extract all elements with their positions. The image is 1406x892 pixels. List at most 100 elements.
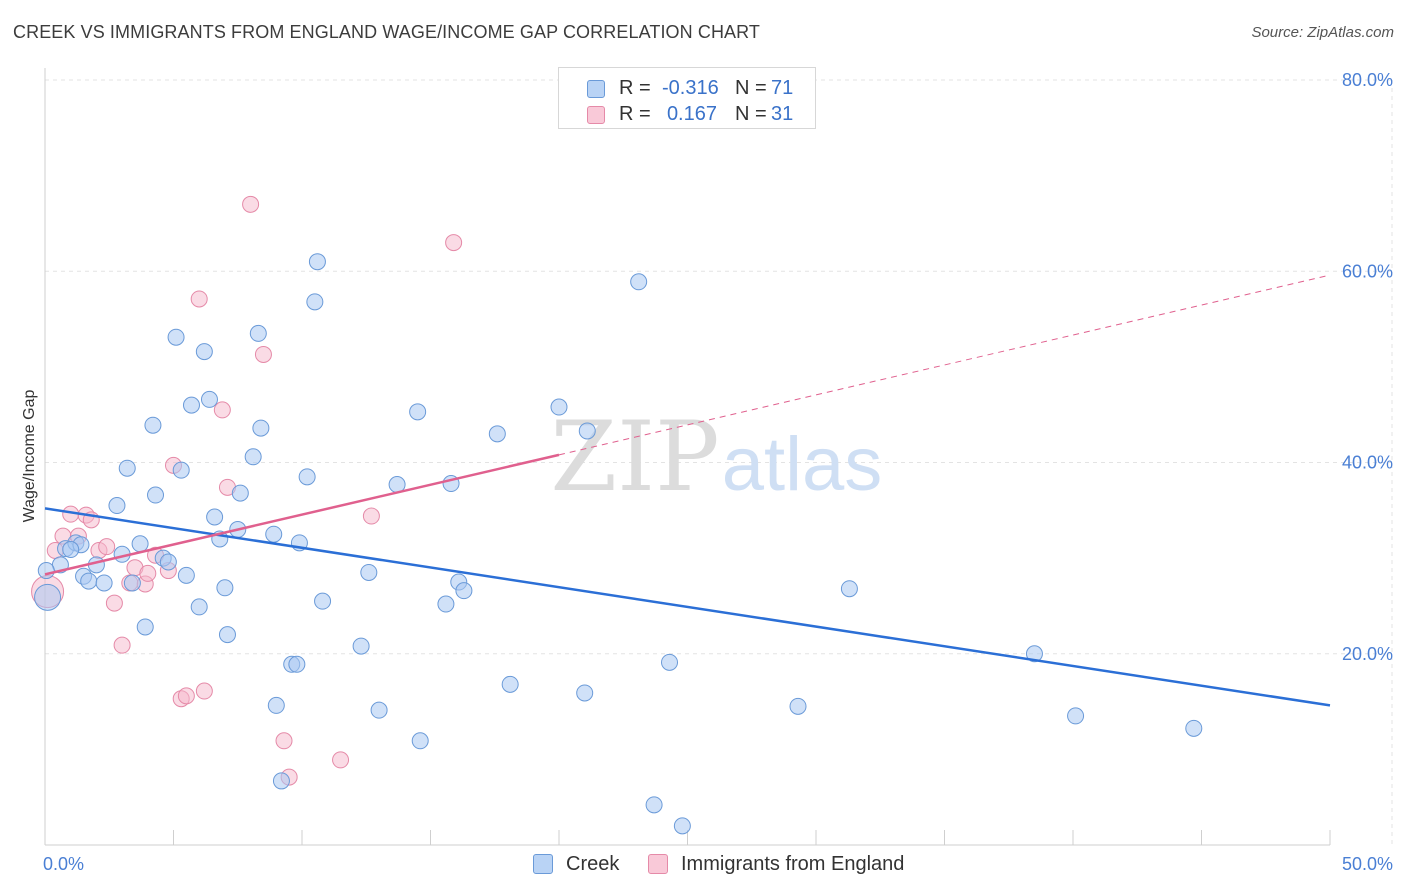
creek-point [249, 324, 267, 342]
creek-point [411, 732, 429, 750]
creek-point [118, 459, 136, 477]
creek-point [488, 425, 506, 443]
england-point [190, 290, 208, 308]
legend-n-label: N = [735, 77, 767, 99]
england-point [332, 751, 350, 769]
legend-r-value: -0.316 [662, 77, 719, 99]
creek-point [1185, 719, 1203, 737]
creek-point [206, 508, 224, 526]
creek-point [265, 525, 283, 543]
creek-point [789, 697, 807, 715]
y-tick-label: 60.0% [1342, 261, 1393, 281]
creek-point [661, 653, 679, 671]
series-legend: Creek Immigrants from England [0, 851, 1406, 881]
legend-n-value: 71 [771, 77, 794, 99]
axis-labels: 20.0% 40.0% 60.0% 80.0% 0.0% 50.0% Wage/Income… [21, 70, 1393, 874]
england-point [105, 594, 123, 612]
creek-point [144, 416, 162, 434]
creek-point [550, 398, 568, 416]
watermark: ZIP atlas [550, 401, 882, 513]
creek-point [34, 583, 62, 611]
creek-points [34, 253, 1203, 835]
x-tick-label-min: 0.0% [43, 854, 84, 874]
y-tick-label: 20.0% [1342, 644, 1393, 664]
england-trend-line [44, 453, 560, 576]
england-legend-label: Immigrants from England [681, 853, 905, 875]
creek-point [252, 419, 270, 437]
england-point [254, 345, 272, 363]
creek-point [172, 461, 190, 479]
x-tick-label-max: 50.0% [1342, 854, 1393, 874]
england-legend-swatch [648, 854, 668, 874]
creek-point [167, 328, 185, 346]
creek-point [306, 293, 324, 311]
creek-point [177, 566, 195, 584]
england-point [139, 564, 157, 582]
creek-point [80, 572, 98, 590]
legend-r-label: R = [619, 77, 651, 99]
legend-row-creek: R = -0.316 N = 71 [559, 75, 815, 101]
creek-point [578, 422, 596, 440]
y-tick-label: 80.0% [1342, 70, 1393, 90]
england-point [362, 507, 380, 525]
creek-point [231, 484, 249, 502]
watermark-atlas: atlas [722, 422, 883, 507]
creek-point [136, 618, 154, 636]
creek-point [1067, 707, 1085, 725]
trend-lines [44, 274, 1331, 707]
creek-legend-label: Creek [566, 853, 620, 875]
legend-row-england: R = 0.167 N = 31 [559, 101, 815, 127]
creek-point [244, 448, 262, 466]
england-point [113, 636, 131, 654]
creek-point [108, 497, 126, 515]
correlation-legend: R = -0.316 N = 71 R = 0.167 N = 31 [558, 67, 816, 129]
creek-point [576, 684, 594, 702]
creek-point [190, 598, 208, 616]
creek-point [131, 535, 149, 553]
england-point [177, 687, 195, 705]
creek-point [308, 253, 326, 271]
legend-r-label: R = [619, 103, 651, 125]
chart-title: CREEK VS IMMIGRANTS FROM ENGLAND WAGE/IN… [13, 22, 761, 42]
england-point [213, 401, 231, 419]
creek-trend-line [44, 507, 1331, 707]
creek-legend-swatch [533, 854, 553, 874]
england-point [445, 234, 463, 252]
creek-point [37, 562, 55, 580]
creek-point [673, 817, 691, 835]
england-swatch [587, 106, 605, 124]
creek-point [218, 626, 236, 644]
creek-point [409, 403, 427, 421]
england-point [275, 732, 293, 750]
creek-point [360, 563, 378, 581]
england-point [98, 538, 116, 556]
creek-point [267, 696, 285, 714]
creek-point [216, 579, 234, 597]
creek-point [62, 541, 80, 559]
source-label: Source: ZipAtlas.com [1251, 24, 1394, 41]
creek-swatch [587, 80, 605, 98]
watermark-zip: ZIP [550, 401, 719, 513]
england-point [242, 195, 260, 213]
creek-point [352, 637, 370, 655]
creek-point [272, 772, 290, 790]
axes [44, 68, 1331, 846]
creek-point [288, 655, 306, 673]
creek-point [645, 796, 663, 814]
creek-point [370, 701, 388, 719]
creek-point [298, 468, 316, 486]
england-point [195, 682, 213, 700]
creek-point [147, 486, 165, 504]
creek-point [630, 273, 648, 291]
y-axis-title: Wage/Income Gap [21, 390, 38, 523]
creek-point [200, 390, 218, 408]
creek-point [159, 553, 177, 571]
creek-point [195, 343, 213, 361]
creek-point [437, 595, 455, 613]
creek-point [123, 574, 141, 592]
legend-n-label: N = [735, 103, 767, 125]
y-tick-label: 40.0% [1342, 453, 1393, 473]
creek-point [182, 396, 200, 414]
creek-point [1025, 645, 1043, 663]
